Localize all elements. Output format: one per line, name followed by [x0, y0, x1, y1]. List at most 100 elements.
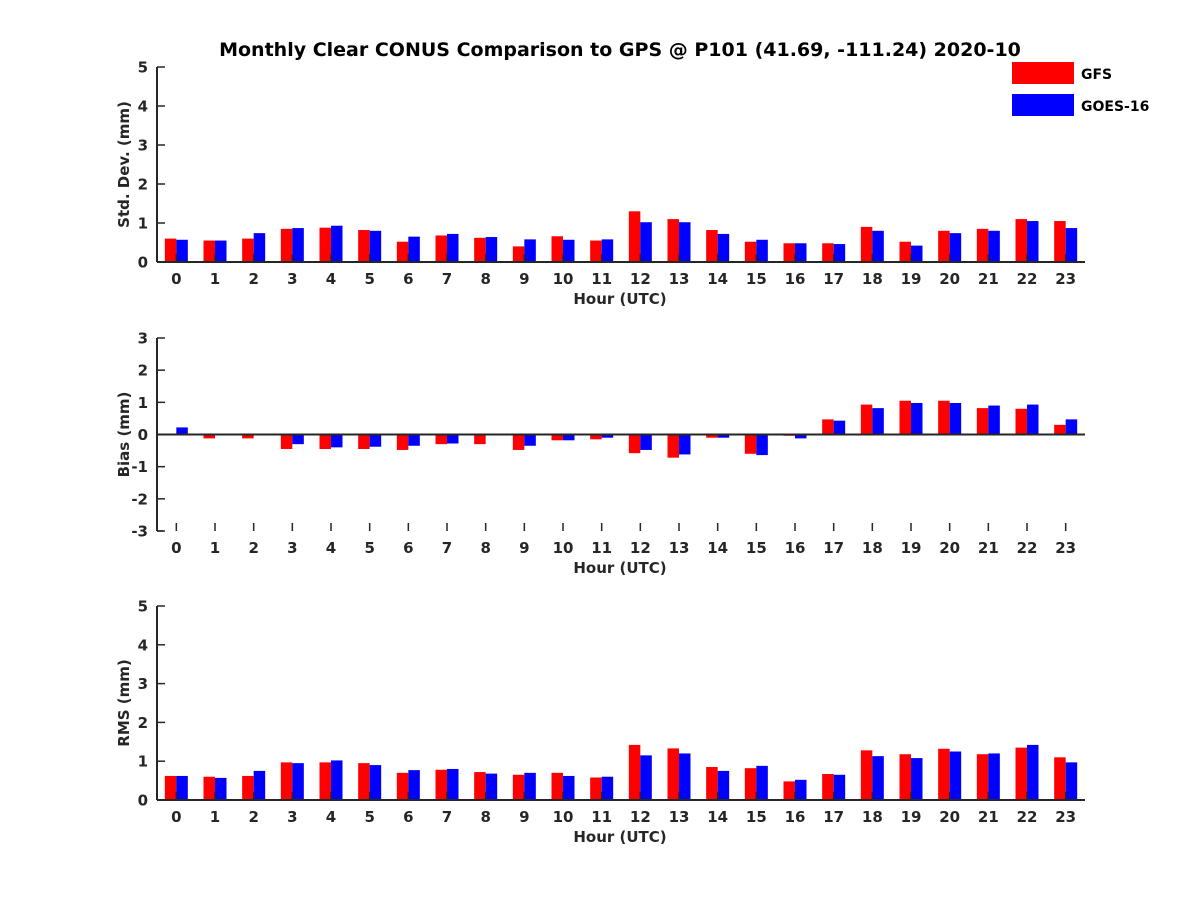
- bar-rms-gfs-21: [976, 754, 989, 800]
- bar-bias-goes-16-5: [369, 434, 382, 447]
- bar-bias-gfs-17: [822, 419, 834, 435]
- bar-rms-gfs-4: [319, 762, 331, 800]
- chart-title: Monthly Clear CONUS Comparison to GPS @ …: [219, 39, 1021, 61]
- bar-rms-gfs-6: [396, 772, 409, 800]
- bar-bias-goes-16-21: [988, 405, 1000, 435]
- xtick-label-std-16: 16: [785, 270, 806, 288]
- bar-bias-gfs-10: [551, 434, 563, 441]
- bar-rms-gfs-3: [280, 762, 293, 800]
- bar-bias-goes-16-10: [563, 434, 575, 441]
- bar-std-goes-16-15: [756, 239, 768, 262]
- bar-std-gfs-13: [667, 219, 679, 262]
- xlabel-rms: Hour (UTC): [573, 828, 666, 846]
- bar-std-gfs-4: [319, 227, 331, 262]
- xtick-label-std-17: 17: [823, 270, 844, 288]
- xtick-label-std-7: 7: [442, 270, 452, 288]
- bar-rms-goes-16-14: [717, 770, 730, 800]
- bar-bias-gfs-6: [396, 434, 409, 450]
- bar-bias-gfs-19: [899, 400, 911, 435]
- bar-bias-goes-16-16: [795, 434, 807, 439]
- bar-std-gfs-10: [551, 236, 563, 262]
- bar-bias-goes-16-17: [833, 420, 846, 435]
- xtick-label-std-9: 9: [519, 270, 529, 288]
- bar-std-gfs-2: [242, 238, 254, 262]
- bar-std-goes-16-4: [331, 225, 343, 262]
- bar-bias-goes-16-9: [524, 434, 536, 446]
- xtick-label-rms-10: 10: [553, 808, 574, 826]
- bar-std-goes-16-22: [1027, 221, 1039, 262]
- xtick-label-rms-23: 23: [1055, 808, 1076, 826]
- bar-rms-gfs-10: [551, 772, 563, 800]
- bar-rms-goes-16-3: [292, 763, 304, 800]
- bar-std-goes-16-1: [215, 240, 227, 262]
- xtick-label-rms-9: 9: [519, 808, 529, 826]
- ytick-label-std-4: 4: [138, 98, 148, 116]
- xtick-label-rms-13: 13: [669, 808, 690, 826]
- ytick-label-rms-3: 3: [138, 675, 148, 693]
- bar-std-gfs-21: [976, 228, 989, 262]
- bar-rms-goes-16-18: [872, 756, 884, 800]
- bar-bias-gfs-23: [1054, 424, 1066, 435]
- xlabel-bias: Hour (UTC): [573, 559, 666, 577]
- bar-bias-goes-16-15: [756, 434, 768, 456]
- xtick-label-std-3: 3: [287, 270, 297, 288]
- ytick-label-bias--2: -2: [131, 490, 148, 508]
- bar-rms-goes-16-2: [253, 770, 266, 800]
- ytick-label-rms-2: 2: [138, 714, 148, 732]
- bar-std-gfs-11: [590, 240, 602, 262]
- bar-std-goes-16-17: [833, 244, 846, 262]
- bar-std-gfs-19: [899, 241, 911, 262]
- xtick-label-std-23: 23: [1055, 270, 1076, 288]
- bar-rms-gfs-11: [590, 777, 602, 800]
- bar-std-gfs-22: [1015, 219, 1027, 262]
- bar-rms-gfs-16: [783, 781, 795, 800]
- xtick-label-rms-18: 18: [862, 808, 883, 826]
- xtick-label-rms-19: 19: [901, 808, 922, 826]
- xtick-label-bias-12: 12: [630, 539, 651, 557]
- bar-rms-goes-16-23: [1065, 762, 1078, 800]
- xtick-label-std-19: 19: [901, 270, 922, 288]
- xtick-label-rms-17: 17: [823, 808, 844, 826]
- bar-rms-goes-16-8: [485, 773, 498, 800]
- xtick-label-bias-2: 2: [248, 539, 258, 557]
- bar-std-gfs-5: [358, 230, 370, 262]
- xtick-label-std-5: 5: [364, 270, 374, 288]
- bar-bias-goes-16-20: [949, 402, 962, 435]
- bar-bias-gfs-14: [706, 434, 718, 438]
- bar-std-goes-16-0: [176, 239, 188, 262]
- bar-rms-gfs-7: [435, 769, 447, 800]
- xtick-label-bias-10: 10: [553, 539, 574, 557]
- bar-bias-goes-16-14: [717, 434, 730, 438]
- bar-std-goes-16-12: [640, 222, 652, 262]
- bar-bias-goes-16-4: [331, 434, 343, 448]
- bar-bias-gfs-9: [512, 434, 525, 450]
- bar-std-gfs-20: [938, 230, 950, 262]
- bar-rms-goes-16-1: [215, 777, 227, 800]
- bar-bias-gfs-1: [203, 434, 215, 439]
- bar-bias-goes-16-12: [640, 434, 652, 450]
- bar-bias-gfs-5: [358, 434, 370, 449]
- bar-bias-goes-16-18: [872, 408, 884, 435]
- xtick-label-bias-14: 14: [707, 539, 728, 557]
- bar-std-goes-16-16: [795, 243, 807, 262]
- bar-bias-gfs-12: [628, 434, 641, 454]
- xtick-label-bias-23: 23: [1055, 539, 1076, 557]
- ytick-label-bias-1: 1: [138, 394, 148, 412]
- bar-std-goes-16-2: [253, 233, 266, 262]
- bar-rms-gfs-5: [358, 763, 370, 800]
- ytick-label-rms-5: 5: [138, 598, 148, 616]
- bar-bias-gfs-8: [474, 434, 486, 445]
- bar-std-gfs-6: [396, 241, 409, 262]
- bar-rms-gfs-23: [1054, 757, 1066, 800]
- ytick-label-std-0: 0: [138, 254, 148, 272]
- xtick-label-bias-11: 11: [591, 539, 612, 557]
- xtick-label-rms-16: 16: [785, 808, 806, 826]
- bar-std-goes-16-14: [717, 233, 730, 262]
- bar-bias-goes-16-7: [447, 434, 459, 444]
- bar-bias-gfs-15: [744, 434, 757, 454]
- xtick-label-std-10: 10: [553, 270, 574, 288]
- bar-std-gfs-1: [203, 240, 215, 262]
- xtick-label-std-2: 2: [248, 270, 258, 288]
- bar-rms-gfs-20: [938, 748, 950, 800]
